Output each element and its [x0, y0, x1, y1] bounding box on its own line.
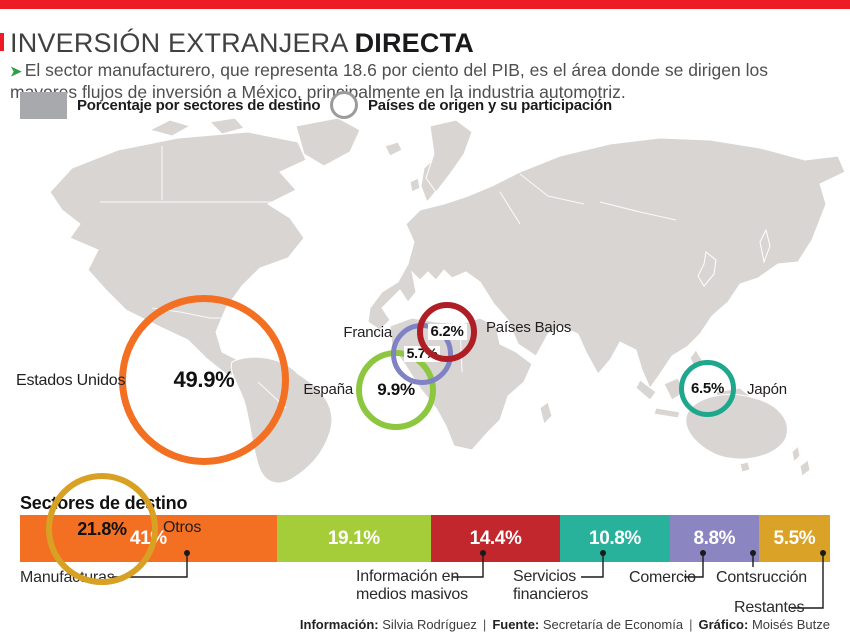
landmass-ireland — [409, 177, 421, 193]
bar-segment-informacion-value: 19.1% — [327, 527, 380, 549]
bubble-paises-bajos: 6.2% — [417, 302, 477, 362]
credit-source-value: Secretaría de Economía — [542, 617, 684, 632]
credit-info-value: Silvia Rodríguez — [382, 617, 477, 632]
landmass-madagascar — [539, 401, 553, 425]
top-accent-bar — [0, 0, 850, 9]
bar-label-informacion: Información en medios masivos — [356, 568, 468, 603]
country-label-otros: Otros — [163, 519, 202, 536]
country-label-japon: Japón — [747, 381, 787, 398]
legend-sectors-label: Porcentaje por sectores de destino — [77, 97, 321, 114]
credits-footer: Información: Silvia Rodríguez | Fuente: Se… — [300, 617, 830, 632]
landmass-sakhalin — [759, 228, 771, 264]
bar-label-contsruccion: Contsrucción — [716, 569, 807, 586]
landmass-new-zealand-south — [799, 459, 811, 477]
world-map-svg — [49, 117, 846, 484]
legend-origin-circle-icon — [330, 91, 358, 119]
world-map: 49.9% 21.8% 9.9% 5.7% 6.2% 6.5% Estados … — [0, 112, 850, 585]
bubble-japon-value: 6.5% — [691, 380, 724, 397]
legend-sector-swatch — [20, 92, 67, 119]
lead-text: El sector manufacturero, que representa … — [10, 59, 768, 102]
bubble-otros: 21.8% — [46, 473, 158, 585]
bar-segment-comercio-value: 10.8% — [589, 527, 641, 549]
bubble-estados-unidos-value: 49.9% — [173, 367, 235, 392]
bar-segment-servicios-value: 14.4% — [469, 527, 522, 549]
lead-paragraph: ➤ El sector manufacturero, que representa… — [10, 60, 832, 103]
bubble-otros-value: 21.8% — [77, 518, 127, 539]
landmasses — [49, 117, 846, 484]
landmass-arctic-islands-2 — [208, 117, 245, 135]
credit-separator-2: | — [689, 617, 693, 632]
left-edge-accent — [0, 33, 4, 51]
bar-segment-servicios: 14.4% — [430, 515, 561, 562]
bar-segment-informacion: 19.1% — [276, 515, 431, 562]
bar-segment-restantes-value: 5.5% — [773, 527, 816, 549]
legend-origin-label: Países de origen y su participación — [368, 97, 612, 114]
landmass-arctic-islands — [148, 119, 192, 137]
landmass-iceland — [384, 141, 403, 157]
bubble-estados-unidos: 49.9% — [119, 295, 289, 465]
page-title: INVERSIÓN EXTRANJERA DIRECTA — [10, 29, 474, 57]
bar-segment-comercio: 10.8% — [560, 515, 670, 562]
country-label-estados-unidos: Estados Unidos — [16, 372, 126, 389]
landmass-sumatra — [635, 379, 657, 401]
bar-label-restantes: Restantes — [734, 599, 805, 616]
credit-info-label: Información: — [299, 617, 379, 632]
country-label-paises-bajos: Países Bajos — [486, 319, 572, 336]
credit-separator-1: | — [482, 617, 487, 632]
landmass-greenland — [295, 117, 361, 167]
landmass-eurasia — [367, 137, 846, 390]
credit-source-label: Fuente: — [492, 617, 540, 632]
credit-graphic-value: Moisés Butze — [751, 617, 830, 632]
credit-graphic-label: Gráfico: — [698, 617, 749, 632]
landmass-scandinavia — [425, 119, 473, 193]
page-title-bold: DIRECTA — [354, 28, 474, 59]
bar-segment-contsruccion: 8.8% — [669, 515, 759, 562]
landmass-tasmania — [739, 461, 751, 473]
landmass-new-zealand-north — [791, 444, 801, 464]
bubble-espana-value: 9.9% — [374, 380, 418, 400]
landmass-java — [653, 407, 681, 419]
bar-label-servicios: Servicios financieros — [513, 568, 589, 603]
bubble-japon: 6.5% — [679, 360, 736, 417]
country-label-francia: Francia — [343, 324, 392, 341]
lead-arrow-icon: ➤ — [10, 62, 22, 79]
bar-label-comercio: Comercio — [629, 569, 696, 586]
bubble-paises-bajos-value: 6.2% — [427, 323, 467, 341]
country-label-espana: España — [303, 381, 353, 398]
bar-segment-contsruccion-value: 8.8% — [693, 527, 736, 549]
landmass-japan — [697, 251, 717, 287]
page-title-regular: INVERSIÓN EXTRANJERA — [10, 28, 349, 59]
bar-segment-restantes: 5.5% — [758, 515, 830, 562]
